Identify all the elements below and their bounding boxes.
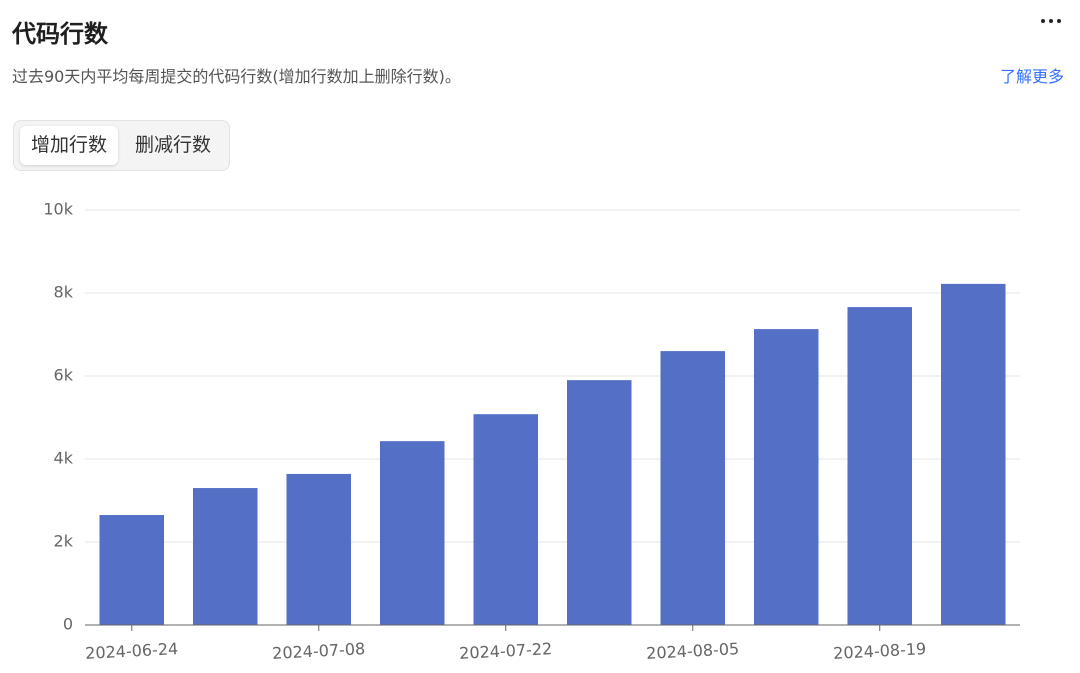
subtitle: 过去90天内平均每周提交的代码行数(增加行数加上删除行数)。 (12, 67, 461, 86)
learn-more-link[interactable]: 了解更多 (999, 67, 1064, 86)
bar (753, 329, 819, 625)
bar (847, 307, 913, 625)
y-tick-label: 4k (54, 449, 74, 468)
x-tick-label: 2024-07-22 (459, 639, 553, 663)
bar (473, 414, 539, 625)
y-tick-label: 10k (43, 200, 73, 219)
page-title: 代码行数 (12, 20, 108, 48)
tab-group: 增加行数 删减行数 (13, 120, 230, 171)
y-tick-label: 2k (54, 532, 74, 551)
tab[interactable]: 删减行数 (135, 134, 212, 156)
bar (192, 488, 258, 625)
x-tick-label: 2024-07-08 (272, 639, 366, 663)
bar (660, 351, 726, 625)
x-tick-label: 2024-08-05 (646, 639, 740, 663)
x-tick-label: 2024-08-19 (833, 639, 927, 663)
x-tick-label: 2024-06-24 (85, 639, 179, 663)
bar (286, 473, 352, 625)
bar (566, 380, 632, 625)
more-menu[interactable] (1040, 16, 1062, 26)
y-tick-label: 0 (63, 615, 73, 634)
bar (99, 515, 165, 625)
y-tick-label: 8k (54, 283, 74, 302)
bar (379, 441, 445, 625)
bar (940, 283, 1006, 625)
tab[interactable]: 增加行数 (20, 126, 119, 165)
y-tick-label: 6k (54, 366, 74, 385)
